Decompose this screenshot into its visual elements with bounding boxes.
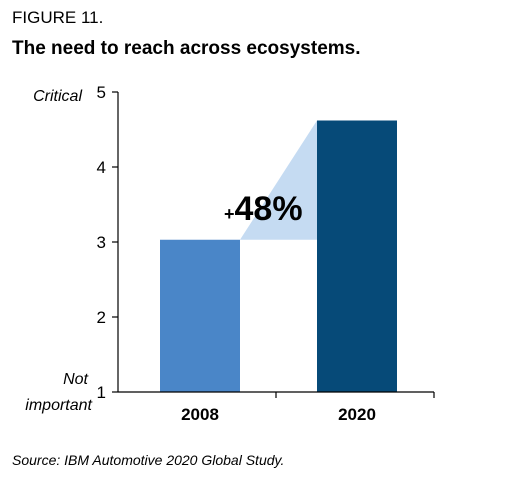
growth-highlight — [240, 120, 317, 240]
bar-2020 — [317, 120, 397, 392]
y-axis-bottom-label-line2: important — [25, 397, 92, 414]
y-tick-label-1: 1 — [97, 383, 106, 402]
bar-2008 — [160, 239, 240, 392]
y-axis-top-label: Critical — [33, 88, 82, 105]
y-tick-label-2: 2 — [97, 308, 106, 327]
x-tick-label-2008: 2008 — [181, 405, 219, 424]
figure-title: The need to reach across ecosystems. — [12, 38, 361, 59]
y-tick-label-5: 5 — [97, 83, 106, 102]
growth-annotation: +48% — [224, 190, 303, 228]
y-axis-bottom-label-line1: Not — [63, 371, 88, 388]
y-axis: 1 2 3 4 5 — [97, 83, 119, 402]
y-tick-label-3: 3 — [97, 233, 106, 252]
y-tick-label-4: 4 — [97, 158, 106, 177]
figure-label: FIGURE 11. — [12, 8, 104, 27]
source-note: Source: IBM Automotive 2020 Global Study… — [12, 452, 285, 468]
x-tick-label-2020: 2020 — [338, 405, 376, 424]
bar-chart: +48% 1 2 3 4 5 2008 2020 Critical Not importa… — [25, 83, 435, 424]
plot-area: +48% — [160, 120, 397, 392]
x-axis: 2008 2020 — [118, 391, 435, 424]
